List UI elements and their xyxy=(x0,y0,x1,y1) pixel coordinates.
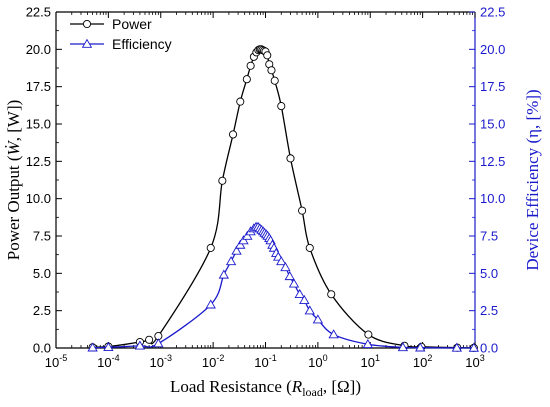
data-point-power xyxy=(298,206,307,215)
data-point-efficiency xyxy=(242,230,253,240)
data-point-efficiency xyxy=(415,342,426,352)
data-point-efficiency xyxy=(299,294,310,304)
legend-item-power: Power xyxy=(70,16,152,32)
data-point-power xyxy=(327,290,336,299)
series-layer xyxy=(87,45,480,352)
data-point-efficiency xyxy=(468,342,480,352)
series-line-efficiency xyxy=(92,226,474,349)
axes-layer: 10-5 10-4 10-3 10-2 10-1 100 101 102 1030.02.55.… xyxy=(26,5,506,371)
y-tick-label: 17.5 xyxy=(26,79,51,94)
data-point-power xyxy=(236,97,245,106)
data-point-power xyxy=(364,330,373,339)
data-point-efficiency xyxy=(451,342,463,352)
data-point-efficiency xyxy=(225,256,237,266)
series-efficiency xyxy=(87,221,480,352)
legend: Power Efficiency xyxy=(70,16,172,52)
y-tick-label: 15.0 xyxy=(26,117,51,132)
data-point-efficiency xyxy=(288,278,300,288)
x-tick-label: 10-2 xyxy=(202,353,224,370)
y2-tick-label: 22.5 xyxy=(480,5,505,20)
data-point-power xyxy=(206,243,215,252)
data-point-efficiency xyxy=(328,329,339,339)
data-point-efficiency xyxy=(312,314,324,324)
legend-item-efficiency: Efficiency xyxy=(70,36,172,52)
y2-tick-label: 2.5 xyxy=(480,303,498,318)
data-point-efficiency xyxy=(397,342,409,352)
y-tick-label: 7.5 xyxy=(33,229,51,244)
series-power xyxy=(88,45,478,352)
data-point-power xyxy=(267,66,276,75)
data-point-efficiency xyxy=(153,338,164,348)
data-point-efficiency xyxy=(87,342,98,352)
axis-titles: Load Resistance (Rload, [Ω]) Power Output… xyxy=(4,89,542,399)
data-point-efficiency xyxy=(134,340,146,350)
y-tick-label: 5.0 xyxy=(33,266,51,281)
y2-tick-label: 10.0 xyxy=(480,191,505,206)
x-tick-label: 10-3 xyxy=(150,353,172,370)
x-tick-label: 10-1 xyxy=(254,353,276,370)
y2-tick-label: 5.0 xyxy=(480,266,498,281)
x-axis-title: Load Resistance (Rload, [Ω]) xyxy=(170,377,361,399)
x-tick-label: 10-5 xyxy=(45,353,67,370)
y-tick-label: 20.0 xyxy=(26,42,51,57)
data-point-efficiency xyxy=(103,341,114,352)
y2-tick-label: 17.5 xyxy=(480,79,505,94)
data-point-efficiency xyxy=(218,269,229,279)
data-point-power xyxy=(246,61,255,70)
y2-tick-label: 12.5 xyxy=(480,154,505,169)
y2-tick-label: 15.0 xyxy=(480,117,505,132)
y2-tick-label: 0.0 xyxy=(480,341,498,356)
x-tick-label: 103 xyxy=(465,353,484,370)
y-tick-label: 0.0 xyxy=(33,341,51,356)
data-point-efficiency xyxy=(294,288,305,298)
y-tick-label: 12.5 xyxy=(26,154,51,169)
y2-tick-label: 20.0 xyxy=(480,42,505,57)
data-point-power xyxy=(305,243,314,252)
data-point-efficiency xyxy=(304,305,315,315)
legend-label: Efficiency xyxy=(112,36,172,52)
y-tick-label: 10.0 xyxy=(26,191,51,206)
data-point-power xyxy=(277,102,286,111)
y2-axis-title: Device Efficiency (η, [%]) xyxy=(523,89,542,270)
data-point-power xyxy=(145,335,154,344)
legend-marker xyxy=(82,19,92,29)
data-point-power xyxy=(242,75,251,84)
data-point-efficiency xyxy=(235,239,246,249)
series-line-power xyxy=(92,48,474,349)
data-point-efficiency xyxy=(238,235,249,245)
legend-marker xyxy=(81,38,93,48)
y2-tick-label: 7.5 xyxy=(480,229,498,244)
legend-label: Power xyxy=(112,16,152,32)
y-axis-title: Power Output (Ẇ, [W]) xyxy=(4,100,23,261)
data-point-efficiency xyxy=(284,271,295,281)
data-point-power xyxy=(218,176,227,185)
x-tick-label: 101 xyxy=(361,353,380,370)
y-tick-label: 2.5 xyxy=(33,303,51,318)
y-tick-label: 22.5 xyxy=(26,5,51,20)
x-tick-label: 10-4 xyxy=(97,353,119,370)
data-point-power xyxy=(263,51,272,60)
x-tick-label: 100 xyxy=(308,353,327,370)
data-point-efficiency xyxy=(280,262,291,272)
data-point-efficiency xyxy=(276,256,287,266)
x-tick-label: 102 xyxy=(413,353,432,370)
data-point-efficiency xyxy=(362,338,374,349)
data-point-power xyxy=(286,154,295,163)
data-point-power xyxy=(228,130,238,139)
data-point-efficiency xyxy=(205,299,216,309)
data-point-power xyxy=(270,76,279,85)
data-point-efficiency xyxy=(231,245,242,255)
